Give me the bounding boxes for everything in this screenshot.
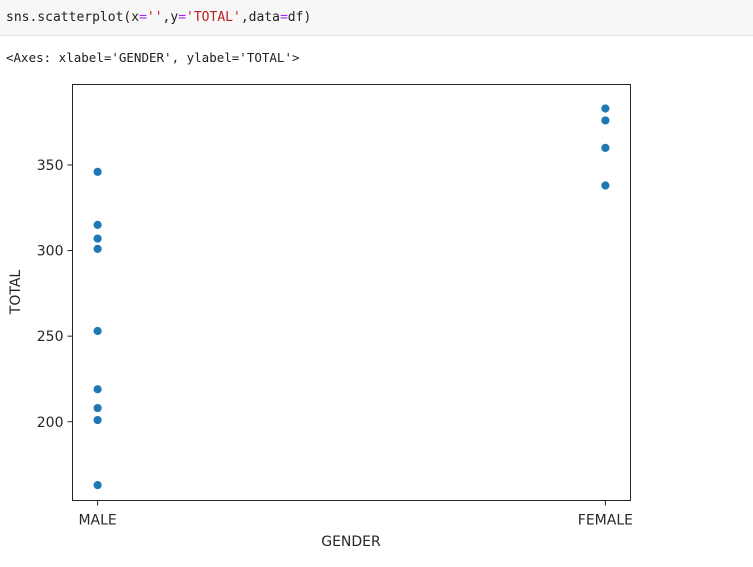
data-point	[600, 115, 611, 126]
x-axis-label: GENDER	[321, 534, 381, 550]
data-point	[92, 243, 103, 254]
code-token: df)	[287, 10, 312, 25]
code-token: =	[178, 10, 187, 25]
y-axis: 200 250 300 350	[37, 158, 73, 431]
data-point	[92, 233, 103, 244]
data-point	[92, 415, 103, 425]
code-token: =	[279, 10, 288, 25]
y-axis-label: TOTAL	[8, 270, 24, 316]
data-points	[92, 103, 611, 490]
code-token: ,data	[240, 10, 280, 25]
data-point	[600, 142, 611, 153]
y-tick-label: 200	[37, 415, 64, 431]
x-tick-label: FEMALE	[578, 513, 633, 529]
data-point	[92, 384, 103, 395]
code-token: ''	[146, 10, 163, 25]
code-token: =	[139, 10, 147, 25]
code-token: ,y	[162, 10, 179, 25]
data-point	[92, 219, 103, 230]
code-token: sns.scatterplot(x	[6, 10, 140, 25]
data-point	[600, 180, 611, 191]
code-cell[interactable]: sns.scatterplot(x='',y='TOTAL',data=df)	[0, 0, 753, 36]
data-point	[92, 326, 103, 336]
x-axis: MALE FEMALE	[78, 500, 633, 529]
x-tick-label: MALE	[78, 513, 116, 529]
data-point	[92, 403, 103, 413]
data-point	[92, 480, 103, 490]
data-point	[600, 103, 611, 114]
y-tick-label: 300	[37, 244, 64, 260]
cell-output-text: <Axes: xlabel='GENDER', ylabel='TOTAL'>	[6, 50, 300, 65]
scatter-plot: 200 250 300 350 MALE FEMALE GENDER TOTAL	[8, 84, 633, 550]
plot-area-frame	[72, 84, 631, 501]
code-token: 'TOTAL'	[186, 10, 241, 25]
y-tick-label: 250	[37, 329, 64, 345]
y-tick-label: 350	[37, 158, 64, 174]
data-point	[92, 166, 103, 177]
